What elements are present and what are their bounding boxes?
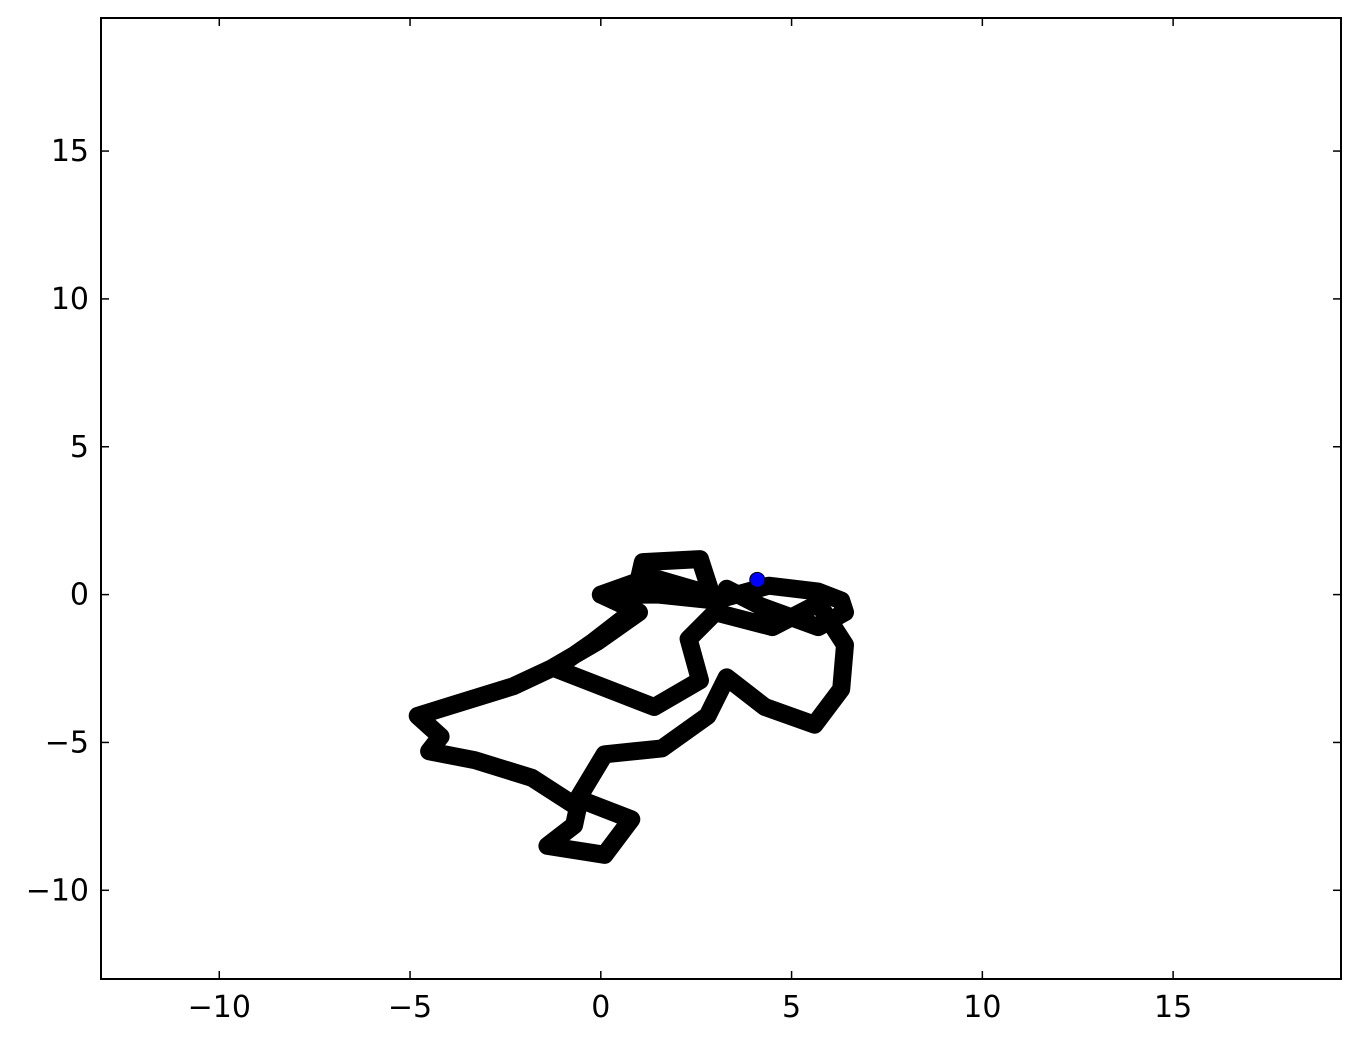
end-point-marker [749,571,766,588]
y-tick-label: 5 [70,430,89,465]
y-tick-label: 0 [70,578,89,613]
x-tick-label: 10 [963,990,1001,1025]
series-line-0 [408,550,854,864]
y-tick-label: 10 [51,282,89,317]
y-tick-label: −5 [45,725,89,760]
plot-frame [100,17,1342,980]
series-layer [408,550,854,864]
y-tick-label: 15 [51,134,89,169]
tick-labels-layer: −10 −5 0 5 10 15 −10 −5 0 5 10 15 [26,134,1193,1025]
y-tick-label: −10 [26,873,89,908]
x-tick-label: −5 [388,990,432,1025]
plot-area-background [101,18,1341,979]
ticks-layer [101,18,1341,979]
x-tick-label: 5 [782,990,801,1025]
x-tick-label: 0 [591,990,610,1025]
x-tick-label: −10 [188,990,251,1025]
x-tick-label: 15 [1154,990,1192,1025]
